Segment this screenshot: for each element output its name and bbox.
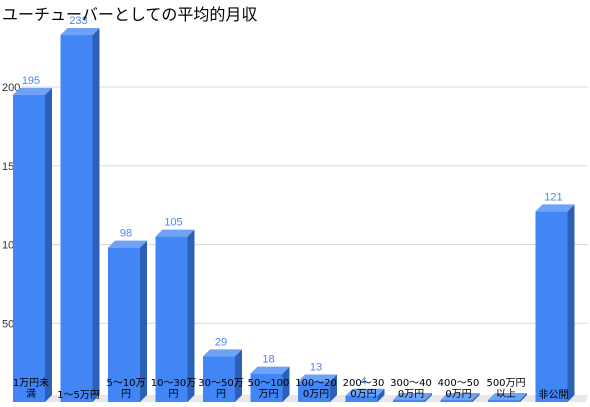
category-label: 非公開 — [539, 389, 569, 401]
bar — [298, 381, 330, 402]
data-label: 13 — [310, 362, 322, 374]
category-label: 300～40 — [390, 378, 432, 389]
data-label: 233 — [69, 15, 87, 27]
bar-side — [520, 393, 527, 402]
category-label: 満 — [26, 388, 36, 400]
category-label: 0万円 — [303, 389, 329, 400]
bar-side — [235, 349, 242, 402]
bar-side — [472, 393, 480, 402]
category-label: 0万円 — [350, 389, 376, 400]
y-tick-label: 200 — [2, 82, 20, 94]
bar-side — [425, 393, 432, 402]
bar — [203, 356, 235, 402]
bar — [60, 35, 93, 403]
data-label: 29 — [215, 336, 227, 348]
category-label: 万円 — [259, 389, 279, 400]
bar-top — [250, 366, 290, 374]
bar-top — [155, 229, 195, 237]
bar-side — [282, 366, 290, 402]
bar — [13, 94, 45, 402]
bar-top — [60, 28, 100, 36]
bar-top — [108, 240, 147, 248]
bar-side — [377, 388, 385, 402]
bar-top — [298, 374, 337, 382]
category-label: 50～100 — [248, 378, 290, 389]
category-label: 円 — [121, 389, 131, 400]
bar-side — [92, 28, 100, 403]
category-label: 5～10万 — [106, 378, 145, 389]
data-label: 105 — [164, 217, 182, 229]
category-label: 500万円 — [486, 378, 525, 389]
category-label: 400～50 — [438, 378, 480, 389]
bar-top — [13, 87, 52, 95]
bar — [155, 236, 188, 402]
bar-top — [393, 393, 432, 400]
y-tick-label: 50 — [2, 318, 14, 330]
bar-top — [488, 393, 527, 400]
category-label: 0万円 — [398, 389, 424, 400]
bar-top — [203, 349, 242, 357]
category-label: 100～20 — [295, 378, 337, 389]
bar — [393, 400, 425, 402]
data-label: 18 — [262, 354, 274, 366]
bars — [13, 28, 588, 403]
bar-side — [187, 229, 195, 402]
bar-top — [535, 204, 575, 212]
data-label: 4 — [360, 376, 366, 388]
bar — [488, 400, 520, 402]
chart-title: ユーチューバーとしての平均的月収 — [2, 5, 257, 24]
category-label: 円 — [169, 389, 179, 400]
bar — [345, 395, 378, 402]
bar — [440, 400, 473, 402]
bar — [250, 373, 283, 402]
data-label: 98 — [120, 228, 132, 240]
category-label: 1～5万円 — [57, 390, 100, 401]
bar-side — [567, 204, 575, 402]
category-label: 円 — [216, 389, 226, 400]
bar-side — [140, 240, 147, 402]
bar — [108, 247, 140, 402]
category-label: 200～30 — [343, 378, 385, 389]
category-label: 10～30万 — [151, 378, 196, 389]
data-label: 195 — [22, 75, 40, 87]
category-label: 0万円 — [445, 389, 471, 400]
category-label: 30～50万 — [198, 378, 243, 389]
bar — [535, 211, 568, 402]
bar-top — [440, 393, 480, 400]
bar-side — [330, 374, 337, 402]
data-labels: 195 233 98 105 29 18 13 4 121 — [22, 15, 563, 388]
category-label: 以上 — [496, 388, 516, 400]
bar-side — [45, 87, 52, 402]
data-label: 121 — [544, 191, 562, 203]
category-label: 1万円未 — [13, 377, 49, 389]
bar-top — [345, 388, 385, 396]
